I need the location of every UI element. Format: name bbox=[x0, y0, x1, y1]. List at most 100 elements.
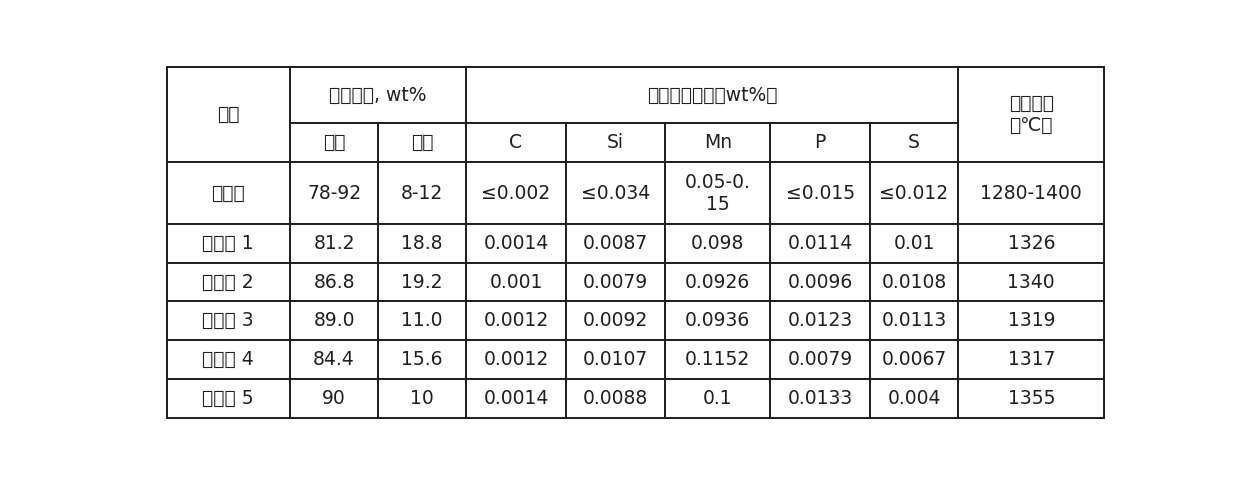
Text: 81.2: 81.2 bbox=[314, 234, 355, 253]
Text: 0.0014: 0.0014 bbox=[484, 234, 548, 253]
Polygon shape bbox=[166, 379, 290, 418]
Text: 0.05-0.
15: 0.05-0. 15 bbox=[684, 172, 750, 214]
Text: 0.0079: 0.0079 bbox=[583, 273, 649, 291]
Text: 本发明: 本发明 bbox=[212, 183, 246, 203]
Text: 1319: 1319 bbox=[1008, 312, 1055, 330]
Polygon shape bbox=[466, 162, 565, 224]
Text: ≤0.015: ≤0.015 bbox=[786, 183, 854, 203]
Text: Mn: Mn bbox=[704, 133, 732, 152]
Text: 0.0088: 0.0088 bbox=[583, 389, 649, 408]
Polygon shape bbox=[466, 123, 565, 162]
Polygon shape bbox=[378, 224, 466, 263]
Polygon shape bbox=[870, 340, 959, 379]
Text: 15.6: 15.6 bbox=[402, 350, 443, 369]
Polygon shape bbox=[565, 224, 665, 263]
Text: 0.0107: 0.0107 bbox=[583, 350, 649, 369]
Text: 0.1152: 0.1152 bbox=[686, 350, 750, 369]
Polygon shape bbox=[290, 162, 378, 224]
Polygon shape bbox=[870, 162, 959, 224]
Text: 19.2: 19.2 bbox=[402, 273, 443, 291]
Text: 0.0123: 0.0123 bbox=[787, 312, 853, 330]
Polygon shape bbox=[870, 123, 959, 162]
Text: 89.0: 89.0 bbox=[314, 312, 355, 330]
Text: 0.0113: 0.0113 bbox=[882, 312, 946, 330]
Text: 铁水温度
（℃）: 铁水温度 （℃） bbox=[1009, 94, 1054, 135]
Polygon shape bbox=[665, 340, 770, 379]
Text: 0.0087: 0.0087 bbox=[583, 234, 649, 253]
Polygon shape bbox=[770, 379, 870, 418]
Polygon shape bbox=[290, 224, 378, 263]
Polygon shape bbox=[166, 162, 290, 224]
Polygon shape bbox=[565, 123, 665, 162]
Text: 86.8: 86.8 bbox=[314, 273, 355, 291]
Polygon shape bbox=[959, 301, 1105, 340]
Polygon shape bbox=[290, 123, 378, 162]
Polygon shape bbox=[166, 340, 290, 379]
Polygon shape bbox=[166, 67, 290, 162]
Polygon shape bbox=[466, 224, 565, 263]
Polygon shape bbox=[290, 263, 378, 301]
Polygon shape bbox=[290, 67, 466, 123]
Text: 18.8: 18.8 bbox=[402, 234, 443, 253]
Text: 炉次: 炉次 bbox=[217, 105, 239, 124]
Text: 8-12: 8-12 bbox=[401, 183, 444, 203]
Text: 废钓: 废钓 bbox=[410, 133, 434, 152]
Text: 90: 90 bbox=[322, 389, 346, 408]
Polygon shape bbox=[466, 340, 565, 379]
Polygon shape bbox=[665, 379, 770, 418]
Polygon shape bbox=[166, 224, 290, 263]
Polygon shape bbox=[378, 340, 466, 379]
Text: 0.01: 0.01 bbox=[893, 234, 935, 253]
Text: 实施例 5: 实施例 5 bbox=[202, 389, 254, 408]
Polygon shape bbox=[290, 340, 378, 379]
Text: 0.0108: 0.0108 bbox=[882, 273, 946, 291]
Polygon shape bbox=[870, 301, 959, 340]
Polygon shape bbox=[565, 263, 665, 301]
Polygon shape bbox=[166, 263, 290, 301]
Text: 实施例 1: 实施例 1 bbox=[202, 234, 254, 253]
Text: 1355: 1355 bbox=[1008, 389, 1055, 408]
Text: 0.0936: 0.0936 bbox=[686, 312, 750, 330]
Polygon shape bbox=[166, 67, 1105, 418]
Polygon shape bbox=[770, 301, 870, 340]
Text: 实施例 3: 实施例 3 bbox=[202, 312, 254, 330]
Text: 0.0133: 0.0133 bbox=[787, 389, 853, 408]
Text: 10: 10 bbox=[410, 389, 434, 408]
Polygon shape bbox=[378, 379, 466, 418]
Polygon shape bbox=[665, 301, 770, 340]
Text: 0.0067: 0.0067 bbox=[882, 350, 946, 369]
Text: 实施例 2: 实施例 2 bbox=[202, 273, 254, 291]
Text: 1317: 1317 bbox=[1008, 350, 1055, 369]
Text: 0.0092: 0.0092 bbox=[583, 312, 649, 330]
Text: 0.1: 0.1 bbox=[703, 389, 733, 408]
Polygon shape bbox=[290, 301, 378, 340]
Polygon shape bbox=[770, 123, 870, 162]
Polygon shape bbox=[665, 224, 770, 263]
Text: 0.0926: 0.0926 bbox=[686, 273, 750, 291]
Polygon shape bbox=[959, 340, 1105, 379]
Polygon shape bbox=[378, 263, 466, 301]
Text: 铁水化学成份（wt%）: 铁水化学成份（wt%） bbox=[647, 85, 777, 105]
Text: 0.0096: 0.0096 bbox=[787, 273, 853, 291]
Polygon shape bbox=[466, 263, 565, 301]
Text: C: C bbox=[510, 133, 522, 152]
Polygon shape bbox=[959, 224, 1105, 263]
Polygon shape bbox=[665, 162, 770, 224]
Polygon shape bbox=[466, 379, 565, 418]
Text: 0.098: 0.098 bbox=[691, 234, 744, 253]
Polygon shape bbox=[770, 263, 870, 301]
Text: 金属料比, wt%: 金属料比, wt% bbox=[330, 85, 427, 105]
Text: 1340: 1340 bbox=[1007, 273, 1055, 291]
Text: P: P bbox=[815, 133, 826, 152]
Text: 1280-1400: 1280-1400 bbox=[981, 183, 1083, 203]
Polygon shape bbox=[959, 379, 1105, 418]
Polygon shape bbox=[770, 340, 870, 379]
Polygon shape bbox=[870, 379, 959, 418]
Text: 0.0012: 0.0012 bbox=[484, 350, 548, 369]
Text: 1326: 1326 bbox=[1008, 234, 1055, 253]
Polygon shape bbox=[770, 224, 870, 263]
Polygon shape bbox=[565, 162, 665, 224]
Polygon shape bbox=[565, 340, 665, 379]
Polygon shape bbox=[959, 263, 1105, 301]
Text: 78-92: 78-92 bbox=[308, 183, 361, 203]
